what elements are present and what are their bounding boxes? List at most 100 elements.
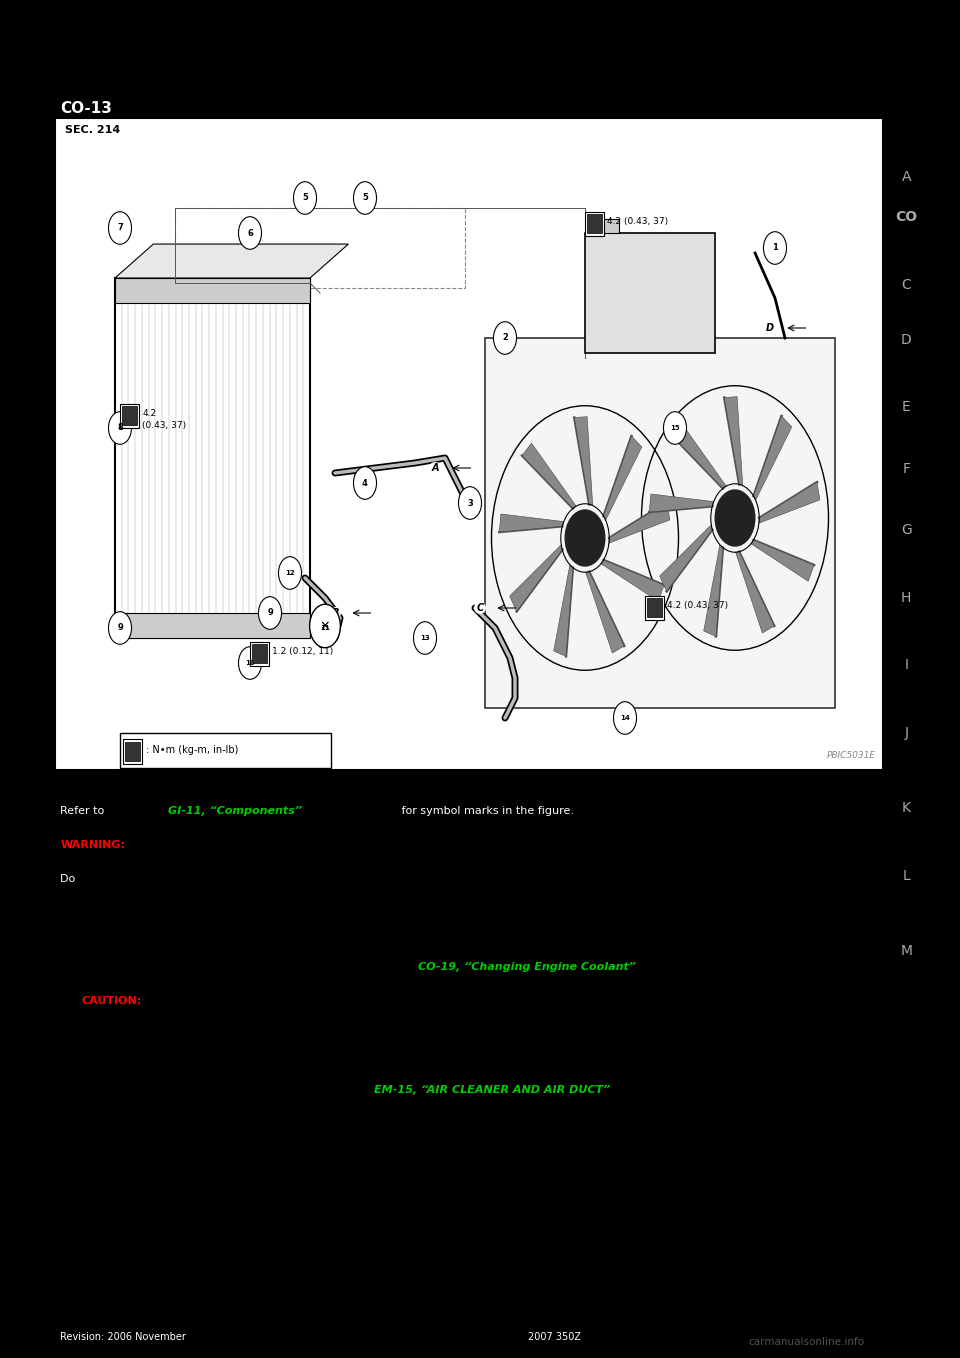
Text: RADIATOR: RADIATOR — [60, 158, 173, 177]
Polygon shape — [724, 397, 743, 486]
Polygon shape — [510, 545, 563, 611]
Circle shape — [353, 182, 376, 215]
Text: 1.2 (0.12, 11): 1.2 (0.12, 11) — [272, 646, 333, 656]
Polygon shape — [649, 494, 713, 512]
Text: CO: CO — [895, 210, 918, 224]
Text: 11: 11 — [320, 625, 330, 631]
Text: 12: 12 — [285, 570, 295, 576]
Text: 5: 5 — [302, 193, 308, 202]
Text: H: H — [901, 591, 911, 604]
Text: 4.2: 4.2 — [142, 409, 156, 418]
Text: 7: 7 — [117, 224, 123, 232]
Text: A: A — [901, 170, 911, 183]
Text: NBS0001W: NBS0001W — [461, 191, 522, 201]
Polygon shape — [609, 502, 670, 543]
Text: 10: 10 — [245, 660, 254, 665]
Bar — [120, 403, 139, 428]
Text: : N•m (kg-m, in-lb): : N•m (kg-m, in-lb) — [146, 746, 238, 755]
Polygon shape — [522, 443, 576, 508]
Bar — [55, 118, 883, 770]
Bar — [122, 406, 137, 425]
Circle shape — [108, 212, 132, 244]
Text: D: D — [900, 333, 912, 346]
Text: 9: 9 — [267, 608, 273, 618]
Polygon shape — [735, 551, 774, 633]
Text: 14: 14 — [620, 716, 630, 721]
Text: J: J — [904, 727, 908, 740]
Text: CO-19, “Changing Engine Coolant”: CO-19, “Changing Engine Coolant” — [418, 963, 636, 972]
Text: PBIC5031E: PBIC5031E — [828, 751, 876, 760]
Text: 4: 4 — [362, 478, 368, 488]
Circle shape — [565, 511, 605, 566]
Circle shape — [715, 490, 755, 546]
Polygon shape — [499, 513, 564, 532]
Circle shape — [613, 702, 636, 735]
Text: for symbol marks in the figure.: for symbol marks in the figure. — [398, 807, 574, 816]
Text: 5: 5 — [362, 193, 368, 202]
Circle shape — [108, 611, 132, 644]
Text: A: A — [431, 463, 439, 473]
Text: 1: 1 — [772, 243, 778, 253]
Bar — [120, 732, 331, 767]
Text: 4.2 (0.43, 37): 4.2 (0.43, 37) — [667, 600, 729, 610]
Text: EM-15, “AIR CLEANER AND AIR DUCT”: EM-15, “AIR CLEANER AND AIR DUCT” — [374, 1085, 611, 1095]
Polygon shape — [704, 545, 723, 637]
Text: 3: 3 — [468, 498, 473, 508]
Text: 4.2 (0.43, 37): 4.2 (0.43, 37) — [607, 217, 668, 225]
Text: B: B — [331, 608, 339, 618]
Text: WARNING:: WARNING: — [60, 841, 126, 850]
Polygon shape — [759, 482, 820, 523]
Text: 8: 8 — [117, 424, 123, 432]
Bar — [645, 596, 664, 621]
Bar — [252, 644, 267, 663]
Text: E: E — [901, 401, 911, 414]
Circle shape — [294, 182, 317, 215]
Polygon shape — [660, 524, 712, 591]
Bar — [585, 234, 715, 353]
Text: C: C — [901, 278, 911, 292]
Circle shape — [258, 596, 281, 629]
Polygon shape — [604, 436, 641, 520]
Circle shape — [414, 622, 437, 655]
Circle shape — [238, 217, 261, 250]
Circle shape — [310, 604, 341, 648]
Bar — [115, 612, 310, 638]
Circle shape — [238, 646, 261, 679]
Text: I: I — [904, 659, 908, 672]
Bar — [125, 741, 140, 760]
Text: 2007 350Z: 2007 350Z — [528, 1332, 581, 1342]
Circle shape — [314, 611, 337, 644]
Text: 2: 2 — [502, 334, 508, 342]
Text: 9: 9 — [117, 623, 123, 633]
Text: D: D — [766, 323, 774, 333]
Text: K: K — [901, 801, 911, 815]
Polygon shape — [672, 424, 726, 489]
Text: Revision: 2006 November: Revision: 2006 November — [60, 1332, 186, 1342]
Text: PFP:21400: PFP:21400 — [269, 163, 330, 177]
Text: SEC. 214: SEC. 214 — [64, 125, 120, 134]
Text: Refer to: Refer to — [60, 807, 108, 816]
Text: C: C — [476, 603, 484, 612]
Circle shape — [459, 486, 482, 519]
Bar — [250, 641, 269, 665]
Circle shape — [108, 411, 132, 444]
Polygon shape — [751, 540, 814, 581]
Polygon shape — [574, 417, 592, 505]
Text: L: L — [902, 869, 910, 883]
Text: CO-13: CO-13 — [60, 100, 112, 117]
Circle shape — [763, 232, 786, 265]
Bar — [587, 215, 602, 234]
Circle shape — [353, 467, 376, 500]
Text: G: G — [900, 523, 912, 536]
Text: (0.43, 37): (0.43, 37) — [142, 421, 186, 430]
Bar — [175, 208, 465, 288]
Text: CAUTION:: CAUTION: — [82, 997, 142, 1006]
Polygon shape — [115, 244, 348, 278]
Bar — [585, 212, 604, 236]
Text: M: M — [900, 944, 912, 957]
Text: GI-11, “Components”: GI-11, “Components” — [168, 807, 302, 816]
Polygon shape — [554, 565, 573, 656]
Text: 13: 13 — [420, 636, 430, 641]
Text: 15: 15 — [670, 425, 680, 430]
Text: Do: Do — [60, 875, 80, 884]
